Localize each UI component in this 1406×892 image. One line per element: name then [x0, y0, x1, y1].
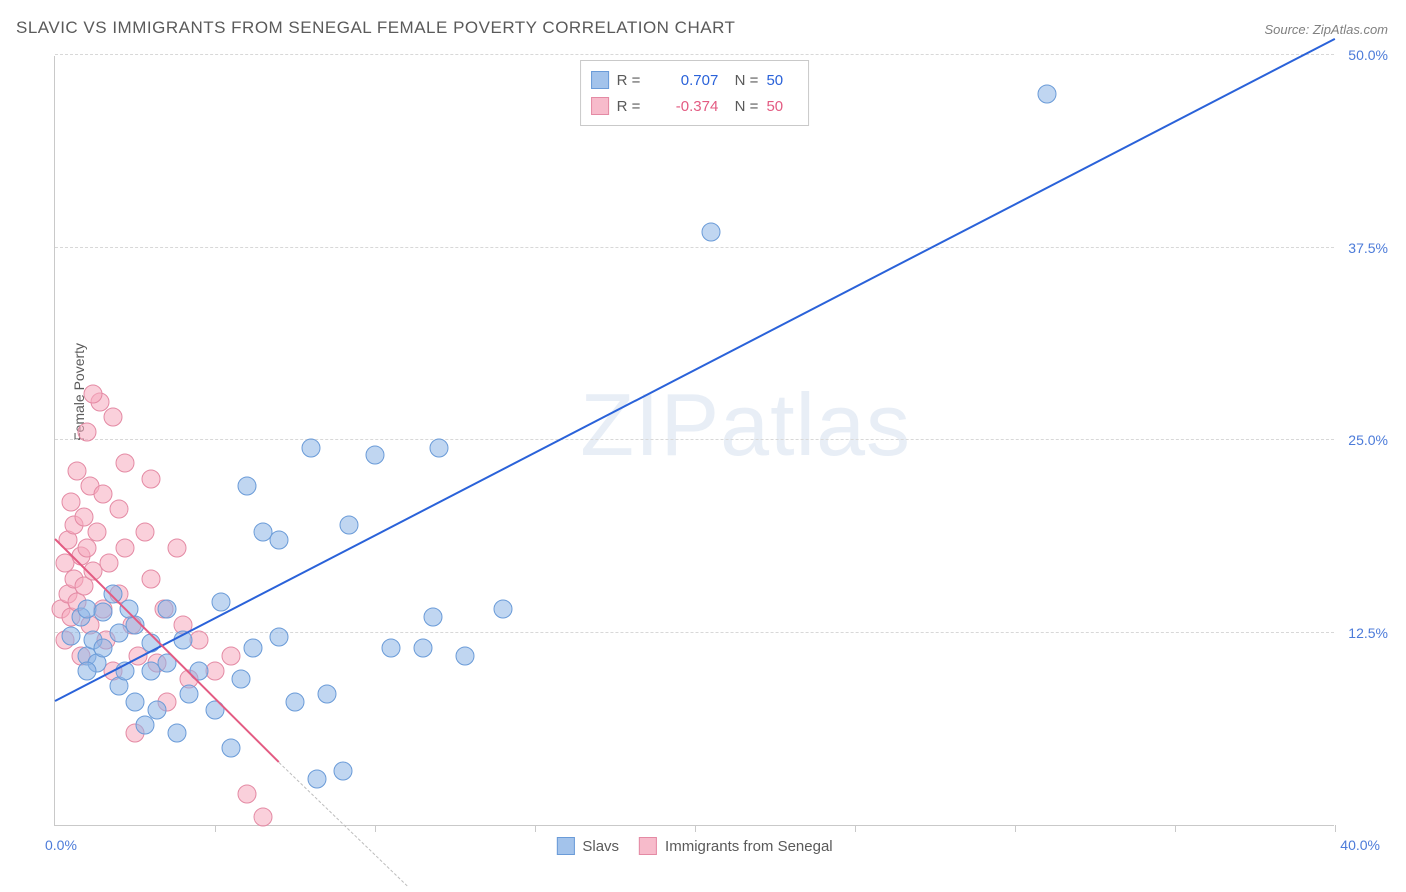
data-point — [382, 638, 401, 657]
gridline — [55, 247, 1334, 248]
y-tick-label: 50.0% — [1348, 47, 1388, 63]
stat-r-senegal: -0.374 — [648, 98, 718, 115]
stat-n-slavs: 50 — [766, 72, 796, 89]
data-point — [270, 628, 289, 647]
y-tick-label: 12.5% — [1348, 625, 1388, 641]
legend-label-senegal: Immigrants from Senegal — [665, 838, 833, 855]
bottom-legend: Slavs Immigrants from Senegal — [556, 837, 832, 855]
stat-row-senegal: R = -0.374 N = 50 — [591, 93, 797, 119]
data-point — [116, 454, 135, 473]
data-point — [1038, 84, 1057, 103]
data-point — [94, 638, 113, 657]
data-point — [414, 638, 433, 657]
data-point — [270, 531, 289, 550]
data-point — [340, 515, 359, 534]
trend-line — [279, 763, 408, 887]
data-point — [244, 638, 263, 657]
data-point — [308, 769, 327, 788]
data-point — [142, 569, 161, 588]
x-tick-mark — [1175, 825, 1176, 832]
plot-area: ZIPatlas Female Poverty R = 0.707 N = 50… — [54, 56, 1334, 826]
data-point — [494, 600, 513, 619]
watermark-thin: atlas — [720, 375, 911, 474]
data-point — [62, 626, 81, 645]
x-tick-mark — [1015, 825, 1016, 832]
data-point — [302, 438, 321, 457]
data-point — [158, 600, 177, 619]
data-point — [167, 723, 186, 742]
gridline — [55, 54, 1334, 55]
data-point — [286, 692, 305, 711]
data-point — [142, 469, 161, 488]
data-point — [87, 523, 106, 542]
data-point — [103, 407, 122, 426]
data-point — [116, 538, 135, 557]
x-tick-mark — [1335, 825, 1336, 832]
x-tick-right: 40.0% — [1340, 837, 1380, 853]
data-point — [94, 603, 113, 622]
data-point — [238, 477, 257, 496]
legend-item-slavs: Slavs — [556, 837, 619, 855]
trend-line — [55, 38, 1336, 702]
stat-n-label: N = — [726, 72, 758, 89]
data-point — [222, 646, 241, 665]
watermark-bold: ZIP — [580, 375, 720, 474]
x-tick-mark — [215, 825, 216, 832]
legend-item-senegal: Immigrants from Senegal — [639, 837, 833, 855]
x-tick-mark — [535, 825, 536, 832]
data-point — [334, 762, 353, 781]
gridline — [55, 632, 1334, 633]
data-point — [231, 669, 250, 688]
data-point — [110, 500, 129, 519]
data-point — [94, 484, 113, 503]
swatch-blue-icon — [591, 71, 609, 89]
data-point — [84, 384, 103, 403]
watermark: ZIPatlas — [580, 374, 911, 476]
data-point — [212, 592, 231, 611]
data-point — [135, 715, 154, 734]
data-point — [318, 685, 337, 704]
data-point — [119, 600, 138, 619]
stat-r-label: R = — [617, 72, 641, 89]
data-point — [180, 685, 199, 704]
stat-n-senegal: 50 — [766, 98, 796, 115]
gridline — [55, 439, 1334, 440]
x-tick-mark — [855, 825, 856, 832]
data-point — [78, 662, 97, 681]
data-point — [100, 554, 119, 573]
data-point — [167, 538, 186, 557]
stat-r-label2: R = — [617, 98, 641, 115]
source-label: Source: ZipAtlas.com — [1264, 22, 1388, 37]
data-point — [455, 646, 474, 665]
x-tick-mark — [695, 825, 696, 832]
data-point — [135, 523, 154, 542]
legend-label-slavs: Slavs — [582, 838, 619, 855]
data-point — [423, 608, 442, 627]
legend-swatch-pink-icon — [639, 837, 657, 855]
data-point — [702, 223, 721, 242]
y-tick-label: 25.0% — [1348, 432, 1388, 448]
x-tick-mark — [375, 825, 376, 832]
stat-row-slavs: R = 0.707 N = 50 — [591, 67, 797, 93]
swatch-pink-icon — [591, 97, 609, 115]
data-point — [222, 739, 241, 758]
data-point — [126, 692, 145, 711]
y-tick-label: 37.5% — [1348, 240, 1388, 256]
data-point — [238, 785, 257, 804]
data-point — [366, 446, 385, 465]
stat-legend: R = 0.707 N = 50 R = -0.374 N = 50 — [580, 60, 810, 126]
legend-swatch-blue-icon — [556, 837, 574, 855]
stat-n-label2: N = — [726, 98, 758, 115]
stat-r-slavs: 0.707 — [648, 72, 718, 89]
data-point — [148, 700, 167, 719]
data-point — [430, 438, 449, 457]
chart-title: SLAVIC VS IMMIGRANTS FROM SENEGAL FEMALE… — [16, 18, 735, 38]
data-point — [78, 423, 97, 442]
x-tick-left: 0.0% — [45, 837, 77, 853]
data-point — [254, 808, 273, 827]
